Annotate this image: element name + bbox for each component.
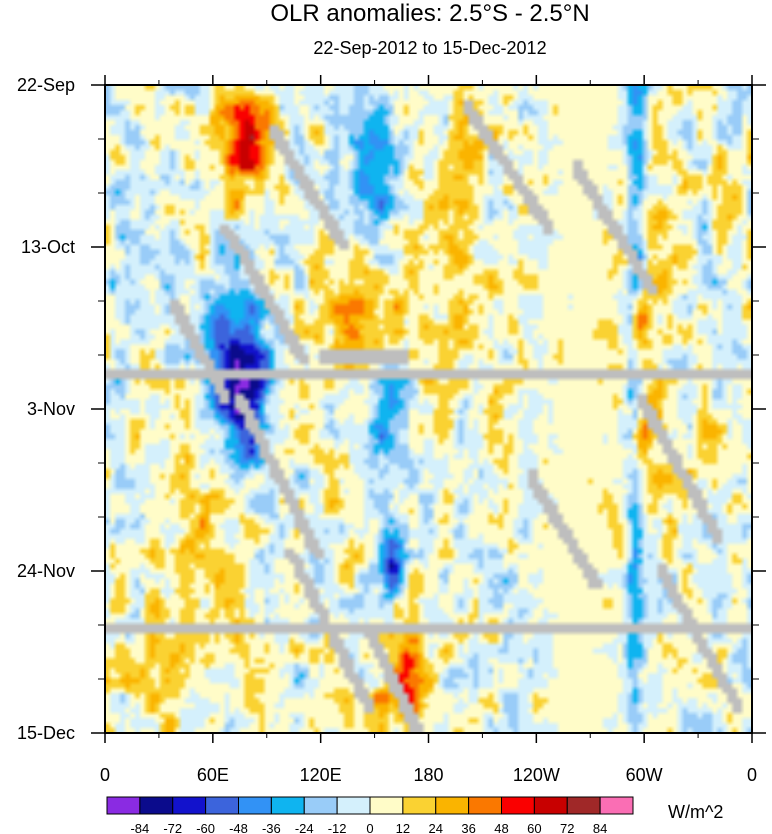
x-tick-label: 60E <box>197 765 229 785</box>
x-tick-label: 180 <box>413 765 443 785</box>
colorbar-swatch <box>566 796 601 815</box>
heatmap-field <box>105 85 752 733</box>
colorbar-label: -60 <box>196 821 215 834</box>
colorbar-label: 84 <box>593 821 607 834</box>
x-tick-label: 60W <box>626 765 663 785</box>
colorbar-swatch <box>435 796 470 815</box>
chart-axes: 0 60E 120E 180 120W 60W 0 22-Sep 13-Oct 3-Nov 24-N… <box>17 75 766 785</box>
colorbar-swatch <box>303 796 338 815</box>
colorbar-swatch <box>139 796 174 815</box>
colorbar-label: 12 <box>396 821 410 834</box>
colorbar-label: -48 <box>229 821 248 834</box>
colorbar-swatch <box>533 796 568 815</box>
colorbar-swatch <box>599 796 634 815</box>
colorbar-units: W/m^2 <box>668 802 724 822</box>
y-tick-label: 13-Oct <box>21 237 75 257</box>
x-tick-label: 0 <box>100 765 110 785</box>
colorbar-swatch <box>172 796 207 815</box>
x-tick-label: 120W <box>513 765 560 785</box>
colorbar-label: -84 <box>130 821 149 834</box>
chart-title: OLR anomalies: 2.5°S - 2.5°N <box>270 0 590 27</box>
colorbar-swatch <box>369 796 404 815</box>
colorbar-swatch <box>402 796 437 815</box>
colorbar-label: 60 <box>527 821 541 834</box>
colorbar: -84 -72 -60 -48 -36 -24 -12 0 12 24 36 48 60 72 84 <box>106 796 634 834</box>
colorbar-label: -24 <box>295 821 314 834</box>
colorbar-label: -72 <box>163 821 182 834</box>
colorbar-swatch <box>238 796 272 815</box>
x-tick-label: 0 <box>747 765 757 785</box>
y-tick-label: 3-Nov <box>27 399 75 419</box>
heatmap-image <box>105 85 752 733</box>
colorbar-swatch <box>501 796 535 815</box>
colorbar-label: 0 <box>366 821 373 834</box>
colorbar-swatch <box>106 796 141 815</box>
colorbar-swatch <box>270 796 305 815</box>
colorbar-label: 24 <box>429 821 443 834</box>
y-tick-label: 24-Nov <box>17 561 75 581</box>
colorbar-swatch <box>468 796 502 815</box>
chart-subtitle: 22-Sep-2012 to 15-Dec-2012 <box>313 38 547 58</box>
colorbar-label: -36 <box>262 821 281 834</box>
y-tick-label: 15-Dec <box>17 723 75 743</box>
y-tick-label: 22-Sep <box>17 75 75 95</box>
colorbar-label: 72 <box>560 821 574 834</box>
colorbar-label: -12 <box>328 821 347 834</box>
colorbar-label: 36 <box>461 821 475 834</box>
colorbar-swatch <box>336 796 371 815</box>
colorbar-swatch <box>205 796 239 815</box>
x-tick-label: 120E <box>300 765 342 785</box>
colorbar-label: 48 <box>494 821 508 834</box>
